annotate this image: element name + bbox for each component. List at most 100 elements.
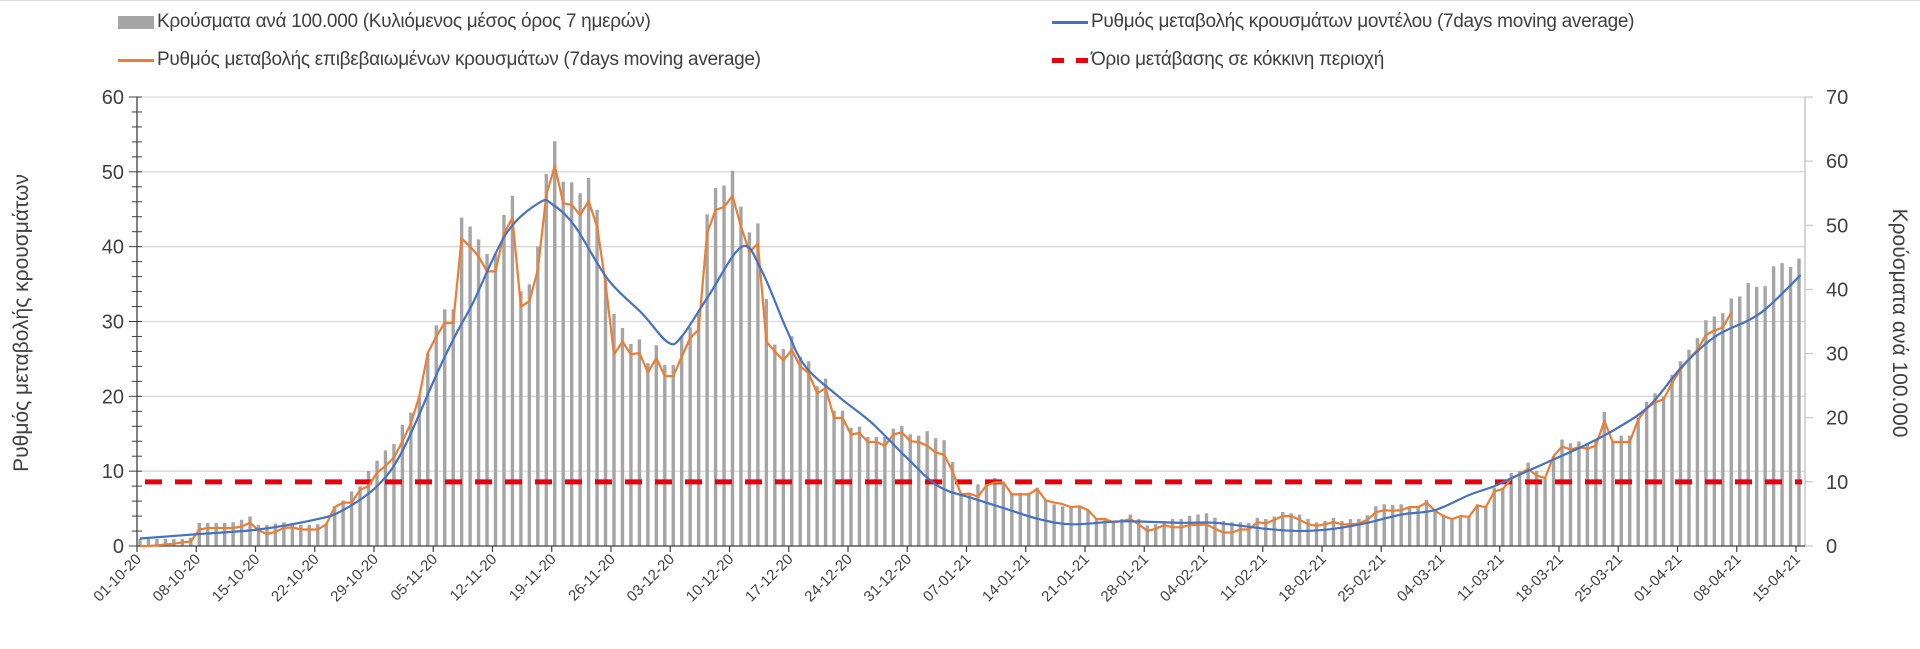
gridlines bbox=[137, 96, 1805, 472]
y-left-tick-label: 20 bbox=[102, 386, 124, 408]
y-left-tick-label: 10 bbox=[102, 461, 124, 483]
bar bbox=[1780, 263, 1784, 546]
bar bbox=[476, 239, 481, 546]
bar bbox=[459, 217, 464, 547]
bar bbox=[172, 538, 176, 546]
bar bbox=[976, 484, 980, 546]
bar bbox=[933, 438, 938, 546]
bar bbox=[1746, 283, 1750, 546]
y-right-tick-label: 0 bbox=[1826, 536, 1837, 558]
bar bbox=[1712, 316, 1717, 546]
bar bbox=[1407, 506, 1412, 546]
bar bbox=[1467, 515, 1471, 546]
x-tick-label: 12-11-20 bbox=[447, 551, 501, 605]
bar bbox=[163, 538, 168, 546]
bar bbox=[1399, 504, 1403, 546]
bar bbox=[1086, 510, 1090, 546]
bar bbox=[1120, 519, 1124, 546]
bar bbox=[1602, 411, 1607, 546]
x-tick-label: 15-04-21 bbox=[1749, 551, 1803, 605]
bar bbox=[654, 345, 659, 546]
x-tick-label: 28-01-21 bbox=[1098, 551, 1152, 605]
bar bbox=[696, 313, 701, 546]
bar bbox=[1594, 439, 1598, 546]
bar bbox=[1543, 478, 1547, 546]
bar bbox=[942, 440, 946, 546]
bar bbox=[756, 223, 760, 546]
bar bbox=[1348, 519, 1353, 546]
bar bbox=[1704, 320, 1708, 546]
bar bbox=[646, 363, 650, 546]
x-tick-label: 25-03-21 bbox=[1572, 551, 1626, 605]
x-tick-label: 01-04-21 bbox=[1631, 551, 1685, 605]
bar bbox=[586, 177, 591, 546]
bar bbox=[1179, 519, 1183, 546]
legend-label-confirmed-rate: Ρυθμός μεταβολής επιβεβαιωμένων κρουσμάτ… bbox=[157, 49, 761, 70]
legend-item-confirmed-rate: Ρυθμός μεταβολής επιβεβαιωμένων κρουσμάτ… bbox=[118, 49, 761, 71]
bar bbox=[1247, 522, 1251, 546]
bar bbox=[578, 193, 582, 546]
x-tick-label: 25-02-21 bbox=[1335, 551, 1389, 605]
bar bbox=[857, 426, 862, 546]
bar bbox=[1670, 374, 1674, 546]
bar bbox=[265, 524, 269, 546]
bar bbox=[1145, 525, 1149, 546]
x-tick-label: 15-10-20 bbox=[209, 551, 263, 605]
x-tick-label: 05-11-20 bbox=[387, 551, 441, 605]
bar bbox=[832, 410, 836, 546]
bar bbox=[1187, 515, 1192, 546]
bar bbox=[1611, 441, 1615, 546]
legend-swatch-bars bbox=[118, 15, 154, 29]
bar bbox=[1517, 470, 1522, 546]
bar bbox=[705, 214, 709, 547]
bar bbox=[1585, 442, 1590, 546]
bar bbox=[409, 412, 413, 546]
legend-item-threshold: Όριο μετάβασης σε κόκκινη περιοχή bbox=[1052, 49, 1384, 71]
bar bbox=[1450, 517, 1454, 546]
bar bbox=[392, 444, 396, 546]
bar bbox=[1771, 266, 1776, 546]
bar bbox=[874, 436, 879, 546]
y-right-tick-label: 20 bbox=[1826, 408, 1848, 430]
y-axis-left-title: Ρυθμός μεταβολής κρουσμάτων bbox=[10, 174, 33, 472]
bar bbox=[1340, 520, 1344, 546]
bar bbox=[1196, 514, 1200, 546]
bar bbox=[400, 424, 405, 546]
bar bbox=[959, 492, 963, 546]
bar bbox=[1230, 522, 1234, 546]
bar bbox=[485, 254, 489, 546]
bar bbox=[1094, 519, 1099, 546]
bar bbox=[950, 461, 955, 546]
bar bbox=[1374, 506, 1378, 546]
bar bbox=[603, 279, 608, 546]
bar bbox=[1653, 393, 1657, 546]
bar bbox=[1636, 417, 1640, 546]
bar bbox=[1763, 286, 1767, 546]
bar bbox=[730, 170, 735, 546]
bar bbox=[1509, 472, 1513, 546]
bar bbox=[866, 436, 870, 546]
bar bbox=[849, 427, 853, 546]
confirmed-rate-line bbox=[140, 164, 1733, 548]
bar bbox=[434, 325, 438, 546]
legend-swatch-threshold bbox=[1052, 57, 1088, 63]
bar bbox=[1035, 487, 1039, 546]
bar bbox=[773, 344, 777, 546]
bar bbox=[1738, 296, 1742, 546]
bar bbox=[722, 185, 726, 546]
bar bbox=[612, 313, 616, 546]
bar bbox=[739, 206, 743, 547]
bar bbox=[680, 336, 684, 546]
bar bbox=[1331, 517, 1336, 546]
bar bbox=[967, 492, 972, 546]
bar bbox=[900, 426, 904, 546]
bar bbox=[1416, 506, 1420, 546]
bar bbox=[917, 435, 921, 546]
bar bbox=[1526, 462, 1530, 546]
x-tick-label: 14-01-21 bbox=[979, 551, 1033, 605]
x-tick-label: 24-12-20 bbox=[801, 551, 855, 605]
bar bbox=[366, 470, 371, 546]
model-rate-line bbox=[139, 199, 1802, 540]
bar bbox=[1382, 504, 1386, 546]
bar bbox=[358, 486, 362, 546]
